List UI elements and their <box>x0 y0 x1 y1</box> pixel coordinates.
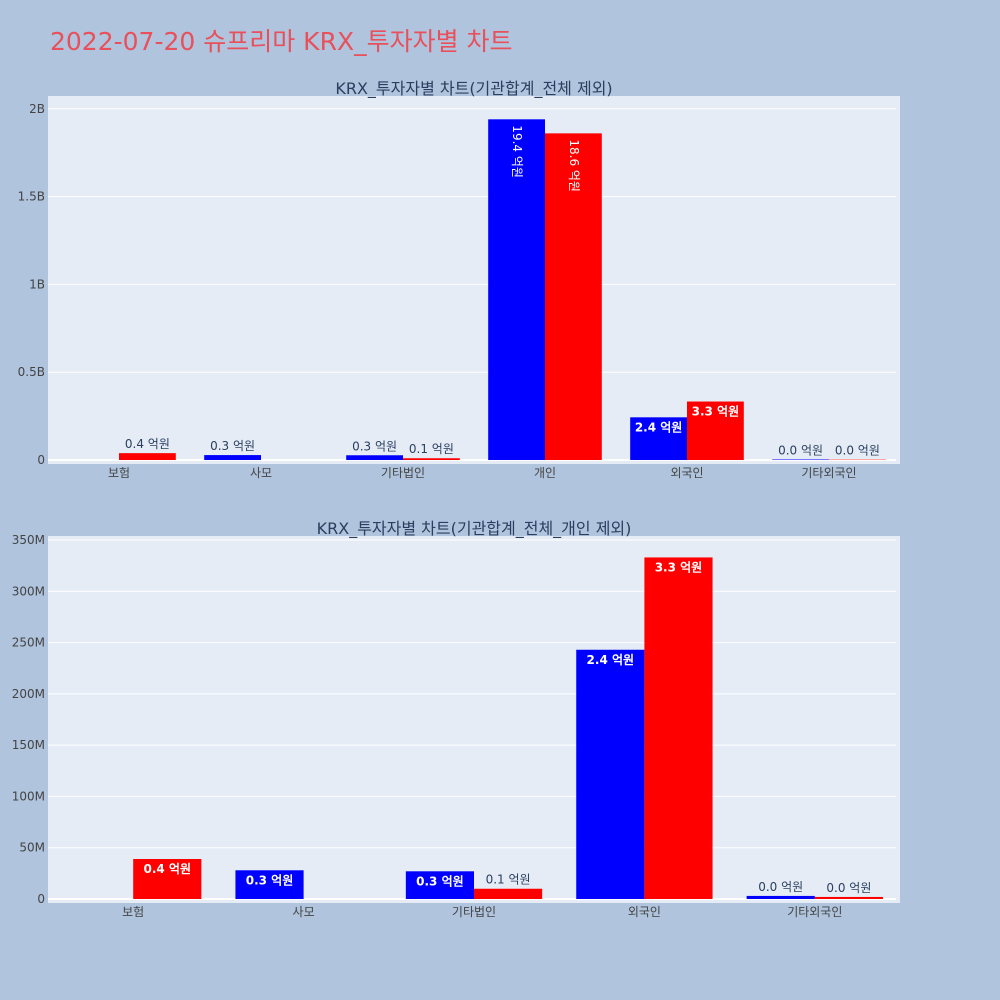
bar <box>119 453 176 460</box>
data-label: 0.3 억원 <box>416 874 464 888</box>
bar <box>545 133 602 461</box>
x-tick-label: 개인 <box>534 466 556 480</box>
y-tick-label: 0 <box>37 892 45 906</box>
y-tick-label: 0.5B <box>18 365 45 379</box>
y-tick-label: 200M <box>12 687 45 701</box>
data-label: 18.6 억원 <box>567 139 581 192</box>
x-tick-label: 외국인 <box>670 466 703 480</box>
x-tick-label: 보험 <box>108 466 130 480</box>
bar <box>488 119 545 460</box>
x-tick-label: 기타외국인 <box>787 905 842 919</box>
bar <box>746 895 815 899</box>
x-tick-label: 보험 <box>122 905 144 919</box>
x-tick-label: 사모 <box>250 466 272 480</box>
data-label: 0.1 억원 <box>409 442 454 456</box>
y-tick-label: 100M <box>12 789 45 803</box>
data-label: 0.3 억원 <box>210 439 255 453</box>
y-tick-label: 350M <box>12 533 45 547</box>
bar <box>814 896 883 899</box>
data-label: 0.4 억원 <box>144 862 192 876</box>
x-tick-label: 기타법인 <box>452 905 496 919</box>
bar <box>405 871 474 899</box>
bar-chart-1: 0 0.5B 1B 1.5B 2B KRX_투자자별 차트(기관합계_전체 제외) 보험 0.… <box>18 79 900 480</box>
y-tick-label: 250M <box>12 636 45 650</box>
y-tick-label: 150M <box>12 738 45 752</box>
bar <box>235 870 304 899</box>
x-tick-label: 기타법인 <box>381 466 425 480</box>
bar-chart-2: 0 50M 100M 150M 200M 250M 300M 350M KRX_투자자별 차트(… <box>12 519 900 919</box>
chart-title: KRX_투자자별 차트(기관합계_전체_개인 제외) <box>317 519 632 539</box>
y-tick-label: 1B <box>29 277 45 291</box>
data-label: 2.4 억원 <box>587 653 635 667</box>
data-label: 0.1 억원 <box>486 873 531 887</box>
bar <box>346 455 403 460</box>
data-label: 0.0 억원 <box>835 444 880 458</box>
y-tick-label: 0 <box>37 453 45 467</box>
x-tick-label: 기타외국인 <box>801 466 856 480</box>
bar <box>576 649 645 899</box>
plot-area <box>48 536 900 903</box>
y-tick-label: 1.5B <box>18 190 45 204</box>
bar <box>687 401 744 460</box>
bar <box>772 459 829 460</box>
page-title: 2022-07-20 슈프리마 KRX_투자자별 차트 <box>50 27 513 56</box>
bar <box>403 458 460 460</box>
bar <box>630 417 687 460</box>
data-label: 0.3 억원 <box>246 873 294 887</box>
x-tick-label: 사모 <box>293 905 315 919</box>
bar <box>474 888 543 899</box>
bar <box>644 557 713 899</box>
chart-title: KRX_투자자별 차트(기관합계_전체 제외) <box>335 79 612 99</box>
x-tick-label: 외국인 <box>628 905 661 919</box>
bar <box>204 455 261 460</box>
data-label: 0.4 억원 <box>125 437 170 451</box>
y-tick-label: 300M <box>12 584 45 598</box>
plot-area <box>48 96 900 464</box>
data-label: 0.0 억원 <box>826 881 871 895</box>
data-label: 0.0 억원 <box>778 443 823 457</box>
data-label: 19.4 억원 <box>510 125 524 178</box>
bar <box>133 858 202 899</box>
data-label: 2.4 억원 <box>635 420 683 434</box>
y-tick-label: 50M <box>19 841 45 855</box>
data-label: 3.3 억원 <box>655 560 703 574</box>
data-label: 0.3 억원 <box>352 439 397 453</box>
data-label: 3.3 억원 <box>692 405 740 419</box>
y-tick-label: 2B <box>29 102 45 116</box>
data-label: 0.0 억원 <box>758 880 803 894</box>
